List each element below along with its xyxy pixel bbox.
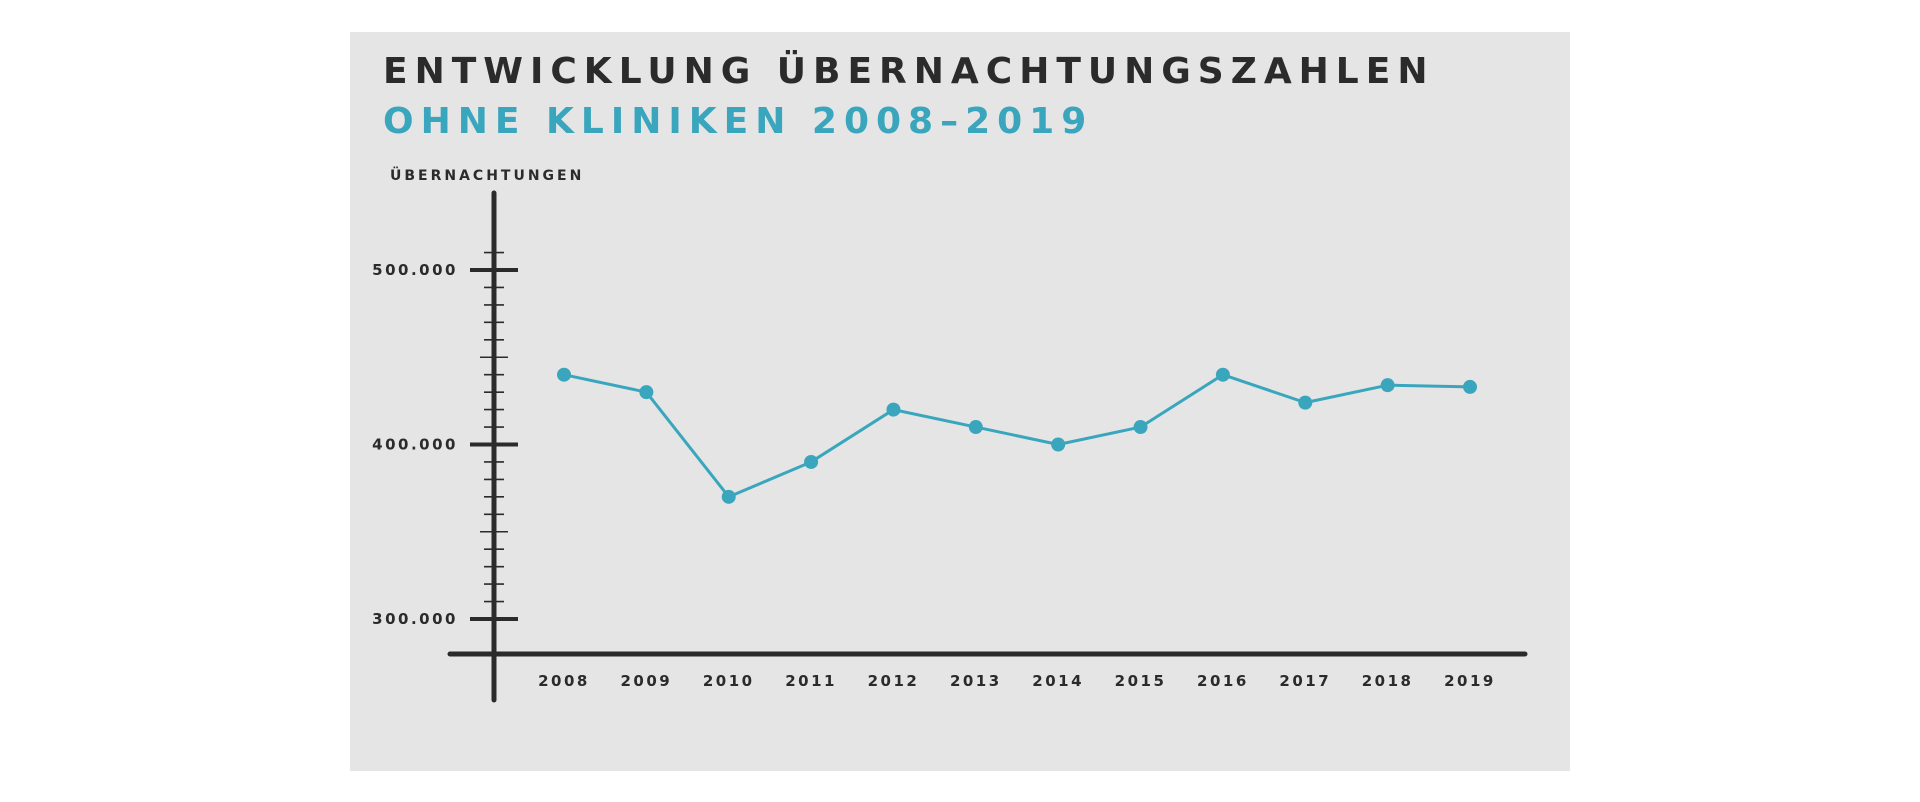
x-tick-label: 2019 [1444, 672, 1496, 690]
data-point [1051, 437, 1066, 452]
x-tick-label: 2013 [950, 672, 1002, 690]
chart-subtitle: OHNE KLINIKEN 2008–2019 [383, 101, 1094, 142]
x-tick-label: 2011 [785, 672, 837, 690]
x-tick-label: 2018 [1362, 672, 1414, 690]
x-tick-label: 2010 [703, 672, 755, 690]
data-point [1463, 379, 1477, 394]
x-tick-label: 2008 [538, 672, 590, 690]
x-tick-label: 2016 [1197, 672, 1249, 690]
y-tick-label: 400.000 [372, 436, 458, 454]
y-axis-title: ÜBERNACHTUNGEN [390, 166, 584, 184]
y-tick-label: 300.000 [372, 610, 458, 628]
axes [447, 190, 1528, 703]
data-point [1215, 367, 1230, 382]
chart-title: ENTWICKLUNG ÜBERNACHTUNGSZAHLEN [383, 51, 1435, 92]
x-tick-label: 2017 [1279, 672, 1331, 690]
data-point [804, 454, 819, 469]
data-point [1133, 420, 1148, 435]
y-tick-label: 500.000 [372, 261, 458, 279]
y-axis-tick-labels: 300.000 400.000 500.000 [372, 261, 458, 628]
series-line [557, 367, 1477, 504]
data-point [721, 489, 736, 504]
data-point [557, 367, 571, 382]
x-tick-label: 2014 [1032, 672, 1084, 690]
data-point [1298, 395, 1313, 410]
chart-panel [350, 32, 1570, 771]
x-tick-label: 2015 [1115, 672, 1167, 690]
y-axis-ticks [470, 251, 518, 621]
data-point [1380, 378, 1395, 393]
data-point [886, 402, 901, 417]
series-path [563, 373, 1471, 499]
data-point [639, 385, 654, 400]
data-point [968, 420, 983, 435]
x-tick-label: 2009 [620, 672, 672, 690]
x-tick-label: 2012 [868, 672, 920, 690]
x-axis-tick-labels: 2008 2009 2010 2011 2012 2013 2014 2015 2016 2017… [538, 672, 1496, 690]
